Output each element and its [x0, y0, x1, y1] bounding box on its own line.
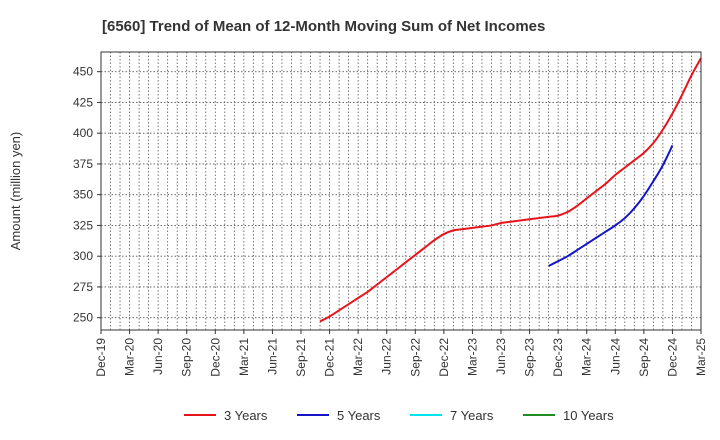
- y-axis-label: Amount (million yen): [8, 132, 23, 251]
- x-tick-label: Dec-21: [323, 338, 337, 377]
- y-tick-layer: 250 275 300 325 350 375 400 425 450: [73, 65, 101, 325]
- y-tick-label: 375: [73, 157, 93, 171]
- x-tick-label: Dec-20: [208, 338, 222, 377]
- x-tick-label: Sep-20: [180, 338, 194, 377]
- x-tick-label: Mar-25: [694, 338, 708, 376]
- x-tick-label: Jun-22: [380, 338, 394, 375]
- series-line-5-years: [548, 145, 674, 267]
- y-tick-label: 250: [73, 311, 93, 325]
- x-tick-label: Jun-21: [265, 338, 279, 375]
- x-tick-label: Mar-23: [465, 338, 479, 376]
- x-tick-label: Dec-23: [551, 338, 565, 377]
- x-tick-label: Sep-22: [408, 338, 422, 377]
- x-tick-label: Dec-22: [437, 338, 451, 377]
- series-layer: [319, 57, 702, 323]
- y-tick-label: 400: [73, 126, 93, 140]
- y-tick-label: 425: [73, 95, 93, 109]
- legend-label-10-years: 10 Years: [563, 408, 614, 423]
- x-tick-label: Dec-24: [665, 338, 679, 377]
- y-tick-label: 450: [73, 65, 93, 79]
- plot-frame: [100, 51, 702, 331]
- x-tick-label: Jun-23: [494, 338, 508, 375]
- series-line-3-years: [319, 57, 702, 323]
- y-tick-label: 275: [73, 280, 93, 294]
- x-tick-label: Jun-24: [608, 338, 622, 375]
- chart-title: [6560] Trend of Mean of 12-Month Moving …: [102, 18, 545, 35]
- x-tick-label: Mar-20: [123, 338, 137, 376]
- x-tick-label: Sep-23: [523, 338, 537, 377]
- legend: 3 Years 5 Years 7 Years 10 Years: [184, 408, 614, 423]
- grid-layer: [101, 52, 701, 330]
- x-tick-label: Sep-21: [294, 338, 308, 377]
- y-tick-label: 300: [73, 249, 93, 263]
- y-tick-label: 350: [73, 188, 93, 202]
- legend-label-5-years: 5 Years: [337, 408, 381, 423]
- y-tick-label: 325: [73, 218, 93, 232]
- legend-label-7-years: 7 Years: [450, 408, 494, 423]
- x-tick-label: Mar-22: [351, 338, 365, 376]
- x-tick-label: Sep-24: [637, 338, 651, 377]
- x-tick-label: Mar-21: [237, 338, 251, 376]
- x-tick-label: Dec-19: [94, 338, 108, 377]
- x-tick-layer: Dec-19 Mar-20 Jun-20 Sep-20 Dec-20 Mar-21 Jun-…: [94, 330, 708, 377]
- x-tick-label: Mar-24: [580, 338, 594, 376]
- legend-label-3-years: 3 Years: [224, 408, 268, 423]
- x-tick-label: Jun-20: [151, 338, 165, 375]
